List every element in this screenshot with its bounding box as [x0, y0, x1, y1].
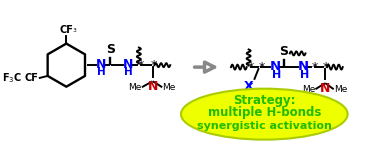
- Text: $_3$: $_3$: [72, 26, 77, 35]
- Text: CF: CF: [59, 25, 73, 35]
- Text: multiple H-bonds: multiple H-bonds: [208, 106, 321, 119]
- Text: *: *: [323, 61, 329, 74]
- Text: *: *: [138, 59, 144, 72]
- Text: Me: Me: [163, 83, 176, 92]
- Text: S: S: [106, 43, 115, 56]
- Text: Me: Me: [334, 85, 347, 94]
- Text: *: *: [259, 61, 265, 74]
- Text: H: H: [97, 67, 105, 77]
- Ellipse shape: [181, 89, 348, 140]
- Text: H: H: [300, 70, 309, 80]
- Text: CF: CF: [25, 73, 39, 83]
- Text: *: *: [150, 59, 157, 72]
- Text: Strategy:: Strategy:: [233, 94, 296, 107]
- Text: H: H: [124, 67, 133, 77]
- Text: N: N: [123, 58, 133, 71]
- Text: X: X: [244, 80, 254, 93]
- Text: N: N: [270, 60, 281, 73]
- Text: N: N: [96, 58, 106, 71]
- Text: synergistic activation: synergistic activation: [197, 121, 332, 131]
- Text: N: N: [147, 80, 158, 93]
- Text: F$_3$C: F$_3$C: [2, 71, 22, 85]
- Text: N: N: [297, 60, 309, 73]
- Text: H: H: [272, 70, 281, 80]
- FancyArrowPatch shape: [195, 62, 215, 72]
- Text: S: S: [279, 45, 288, 58]
- Text: H: H: [236, 90, 246, 100]
- Text: Me: Me: [129, 83, 142, 92]
- Text: Me: Me: [302, 85, 315, 94]
- Text: *: *: [311, 61, 318, 74]
- Text: N: N: [320, 82, 330, 95]
- Text: *: *: [248, 61, 254, 74]
